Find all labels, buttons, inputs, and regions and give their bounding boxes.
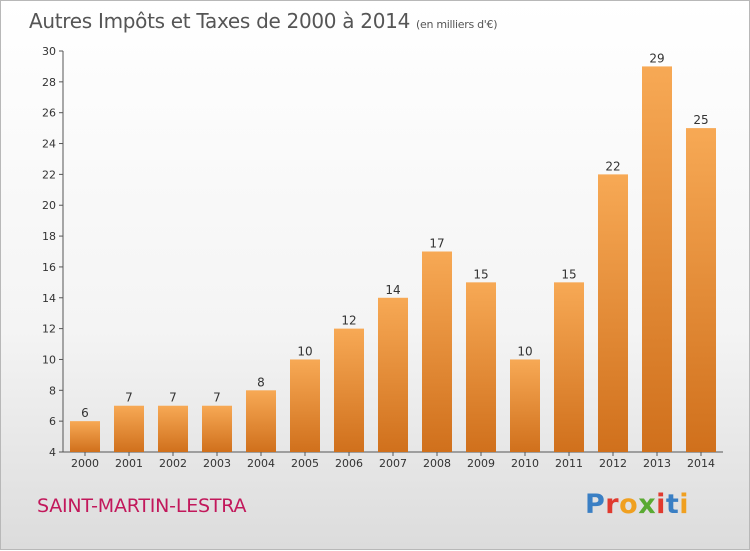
x-tick-label: 2008 (423, 457, 451, 470)
logo-letter: t (666, 489, 679, 520)
bar-2001 (114, 406, 144, 452)
value-label: 14 (385, 283, 400, 297)
commune-name: SAINT-MARTIN-LESTRA (37, 495, 246, 517)
y-tick-label: 10 (42, 353, 56, 366)
chart-bars: 6 7 7 7 8 10 12 14 17 15 10 15 22 29 25 (70, 51, 716, 452)
x-tick-label: 2004 (247, 457, 275, 470)
bar-2006 (334, 329, 364, 452)
logo-letter: i (656, 489, 666, 520)
x-tick-label: 2003 (203, 457, 231, 470)
logo-letter: x (638, 489, 656, 520)
value-label: 17 (429, 237, 444, 251)
bar-2014 (686, 128, 716, 452)
bar-2009 (466, 282, 496, 452)
x-tick-label: 2002 (159, 457, 187, 470)
y-tick-label: 4 (49, 446, 56, 459)
bar-2011 (554, 282, 584, 452)
x-tick-label: 2010 (511, 457, 539, 470)
value-label: 10 (517, 344, 532, 358)
x-tick-label: 2001 (115, 457, 143, 470)
x-tick-label: 2005 (291, 457, 319, 470)
bar-2003 (202, 406, 232, 452)
y-tick-label: 8 (49, 384, 56, 397)
y-tick-label: 6 (49, 415, 56, 428)
y-tick-label: 16 (42, 261, 56, 274)
value-label: 7 (213, 391, 221, 405)
value-label: 12 (341, 314, 356, 328)
y-tick-label: 20 (42, 199, 56, 212)
value-label: 7 (169, 391, 177, 405)
value-label: 25 (693, 113, 708, 127)
bar-2000 (70, 421, 100, 452)
value-label: 8 (257, 375, 265, 389)
bar-2012 (598, 174, 628, 452)
value-label: 15 (473, 267, 488, 281)
bar-2008 (422, 252, 452, 453)
bar-2004 (246, 390, 276, 452)
bar-2007 (378, 298, 408, 452)
logo-letter: P (585, 489, 605, 520)
bar-2010 (510, 359, 540, 452)
y-tick-label: 26 (42, 107, 56, 120)
value-label: 15 (561, 267, 576, 281)
value-label: 10 (297, 344, 312, 358)
value-label: 6 (81, 406, 89, 420)
logo-letter: i (679, 489, 689, 520)
bar-2013 (642, 66, 672, 452)
x-tick-label: 2013 (643, 457, 671, 470)
x-tick-label: 2012 (599, 457, 627, 470)
x-tick-label: 2006 (335, 457, 363, 470)
y-tick-label: 30 (42, 45, 56, 58)
value-label: 22 (605, 159, 620, 173)
x-tick-label: 2009 (467, 457, 495, 470)
y-tick-label: 22 (42, 168, 56, 181)
y-tick-label: 24 (42, 138, 56, 151)
x-tick-label: 2011 (555, 457, 583, 470)
y-tick-label: 14 (42, 292, 56, 305)
x-tick-label: 2000 (71, 457, 99, 470)
bar-2005 (290, 359, 320, 452)
y-tick-label: 28 (42, 76, 56, 89)
bar-2002 (158, 406, 188, 452)
logo-letter: r (605, 489, 619, 520)
y-tick-label: 12 (42, 323, 56, 336)
proxiti-logo: Proxiti (585, 489, 689, 520)
logo-letter: o (619, 489, 638, 520)
value-label: 29 (649, 51, 664, 65)
bar-chart: 4 6 8 10 12 14 16 18 20 22 24 26 28 30 2000 2001 2002 200… (1, 1, 750, 551)
x-tick-label: 2007 (379, 457, 407, 470)
chart-frame: Autres Impôts et Taxes de 2000 à 2014 (en… (0, 0, 750, 550)
y-tick-label: 18 (42, 230, 56, 243)
x-tick-label: 2014 (687, 457, 715, 470)
value-label: 7 (125, 391, 133, 405)
